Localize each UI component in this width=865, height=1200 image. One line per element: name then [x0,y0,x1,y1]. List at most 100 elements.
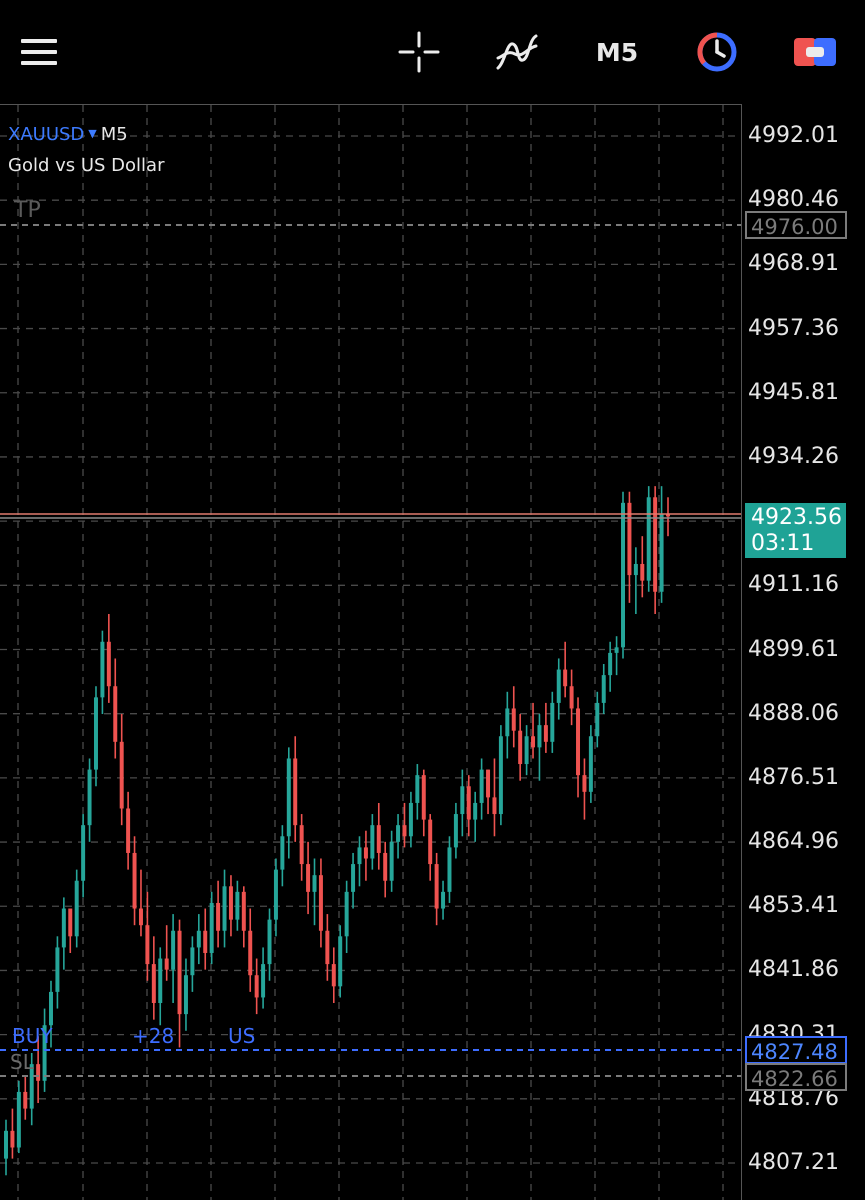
bull-candle [190,936,195,992]
candle-body [537,725,542,748]
candle-body [531,736,536,748]
candle-body [216,902,221,931]
bear-candle [106,613,111,703]
bear-candle [248,908,253,992]
bull-candle [460,769,465,837]
price-axis-label: 4888.06 [748,700,839,726]
candle-body [479,769,484,803]
candle-body [441,891,446,909]
candle-body [389,841,394,881]
candle-body [351,864,356,892]
indicators-icon[interactable] [490,24,544,80]
symbol-name[interactable]: XAUUSD [8,124,85,145]
candle-body [659,513,664,592]
bull-candle [286,747,291,859]
hamburger-menu-icon[interactable] [12,24,66,80]
bear-candle [306,841,311,915]
candle-body [498,736,503,815]
candle-body [42,1025,47,1081]
bull-candle [441,880,446,920]
candle-body [93,697,98,770]
bull-candle [447,836,452,903]
candle-body [595,702,600,737]
bull-candle [273,858,278,937]
bull-candle [550,691,555,753]
candle-body [171,930,176,970]
bull-candle [171,914,176,1004]
candle-body [543,725,548,742]
clock-icon[interactable] [690,24,744,80]
bear-candle [132,836,137,926]
bull-candle [29,1053,34,1126]
bull-candle [74,869,79,948]
symbol-header[interactable]: XAUUSD ▼ M5 [8,124,128,145]
bear-candle [68,908,73,953]
bear-candle [376,802,381,870]
candle-body [357,847,362,865]
bull-candle [646,486,651,592]
candle-body [614,647,619,653]
candle-body [505,708,510,737]
candle-body [4,1130,8,1159]
bull-candle [415,764,420,820]
bull-candle [621,491,626,659]
bear-candle [511,686,516,748]
buy-order-label[interactable]: BUY [12,1024,53,1048]
bear-candle [466,775,471,837]
candle-body [209,902,214,953]
bull-candle [100,630,105,715]
price-axis-label: 4945.81 [748,379,839,405]
bear-candle [486,769,491,815]
candle-body [151,964,156,1004]
bull-candle [498,725,503,826]
bull-candle [158,947,163,1026]
bull-candle [196,914,201,965]
price-axis-label: 4992.01 [748,123,839,148]
bull-candle [93,686,98,787]
candle-body [601,675,606,703]
candle-body [492,797,497,815]
bear-candle [151,936,156,1020]
bull-candle [61,897,66,970]
candle-body [653,497,658,592]
price-axis-label: 4807.21 [748,1150,839,1175]
bid-price: 4923.56 [751,505,842,530]
candle-body [415,775,420,803]
price-axis-label: 4841.86 [748,957,839,983]
candle-body [222,886,227,931]
timeframe-button[interactable]: M5 [588,24,646,80]
candle-body [306,864,311,892]
symbol-timeframe: M5 [100,124,128,145]
price-axis-label: 4864.96 [748,829,839,855]
candle-body [556,669,561,703]
candle-body [569,686,574,709]
bear-candle [145,891,150,981]
bear-candle [325,914,330,981]
bear-candle [363,830,368,881]
crosshair-icon[interactable] [392,24,446,80]
bear-candle [653,486,658,614]
price-axis-label: 4899.61 [748,636,839,662]
candle-body [74,880,79,937]
candle-body [106,641,111,687]
bull-candle [344,880,349,953]
trade-icon[interactable] [788,24,842,80]
bear-candle [177,919,182,1048]
candle-body [363,847,368,859]
bull-candle [479,758,484,820]
candle-body [408,802,413,837]
bull-candle [659,486,664,603]
bull-candle [267,908,272,981]
bull-candle [601,664,606,715]
candle-body [55,947,60,992]
candle-body [383,852,388,881]
triangle-down-icon[interactable]: ▼ [88,127,97,140]
bear-candle [421,769,426,837]
bear-candle [10,1108,15,1159]
candle-body [126,808,131,853]
candle-body [588,736,593,792]
bear-candle [138,869,143,937]
bull-candle [453,802,458,859]
bid-price-box: 4923.56 03:11 [745,503,846,558]
